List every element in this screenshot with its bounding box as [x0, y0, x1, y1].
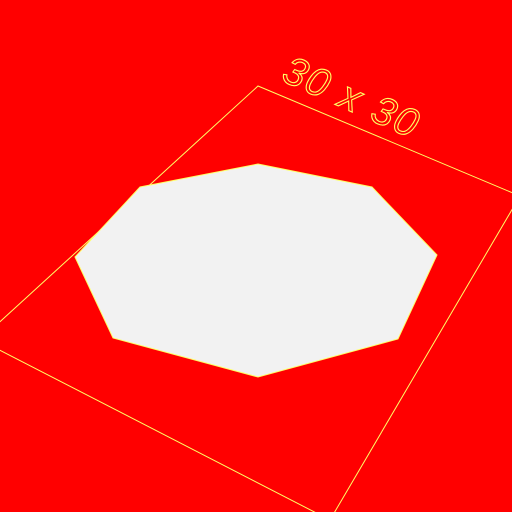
octagon-shape[interactable]: [74, 163, 438, 378]
square-outline: [0, 85, 512, 512]
